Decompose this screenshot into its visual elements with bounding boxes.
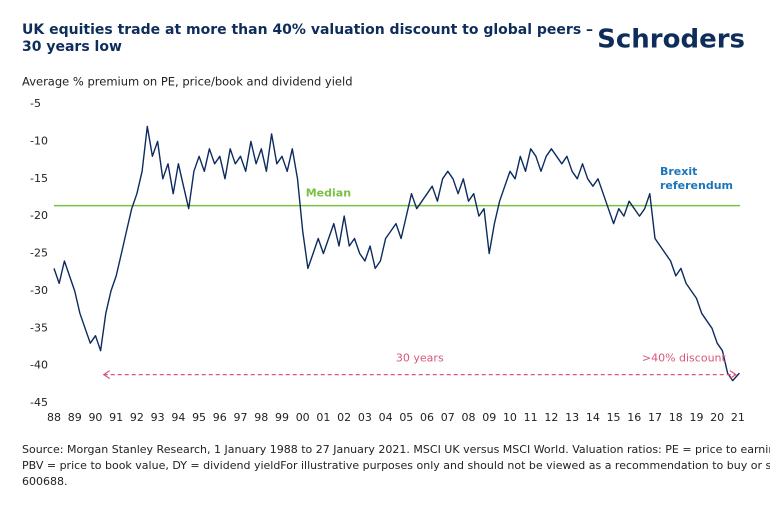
brexit-line: referendum bbox=[660, 179, 733, 192]
arrow-head bbox=[729, 370, 737, 380]
y-axis-label: Average % premium on PE, price/book and … bbox=[22, 75, 353, 89]
x-tick-label: 03 bbox=[358, 411, 372, 424]
x-tick-label: 21 bbox=[731, 411, 745, 424]
title-line: 30 years low bbox=[22, 39, 122, 55]
x-tick-label: 01 bbox=[316, 411, 330, 424]
x-tick-label: 12 bbox=[544, 411, 558, 424]
chart-title: UK equities trade at more than 40% valua… bbox=[22, 22, 593, 55]
x-tick-label: 15 bbox=[607, 411, 621, 424]
x-tick-label: 91 bbox=[109, 411, 123, 424]
x-tick-label: 99 bbox=[275, 411, 289, 424]
x-tick-label: 20 bbox=[710, 411, 724, 424]
x-tick-label: 95 bbox=[192, 411, 206, 424]
x-tick-label: 10 bbox=[503, 411, 517, 424]
x-tick-label: 05 bbox=[399, 411, 413, 424]
y-tick-label: -5 bbox=[30, 97, 41, 110]
x-tick-label: 02 bbox=[337, 411, 351, 424]
median-label: Median bbox=[306, 187, 351, 200]
x-tick-label: 17 bbox=[648, 411, 662, 424]
x-tick-label: 93 bbox=[151, 411, 165, 424]
span-end-label: >40% discount bbox=[642, 352, 727, 365]
source-note: Source: Morgan Stanley Research, 1 Janua… bbox=[22, 443, 770, 456]
x-tick-label: 00 bbox=[296, 411, 310, 424]
y-tick-label: -45 bbox=[30, 396, 48, 409]
x-tick-label: 11 bbox=[524, 411, 538, 424]
x-tick-label: 96 bbox=[213, 411, 227, 424]
x-tick-label: 92 bbox=[130, 411, 144, 424]
y-tick-label: -15 bbox=[30, 172, 48, 185]
brexit-line: Brexit bbox=[660, 165, 697, 178]
x-tick-label: 89 bbox=[68, 411, 82, 424]
y-tick-label: -10 bbox=[30, 134, 48, 147]
x-tick-label: 06 bbox=[420, 411, 434, 424]
x-tick-label: 98 bbox=[254, 411, 268, 424]
x-tick-label: 88 bbox=[47, 411, 61, 424]
x-tick-label: 19 bbox=[689, 411, 703, 424]
x-tick-label: 90 bbox=[88, 411, 102, 424]
arrow-head bbox=[102, 370, 111, 380]
x-tick-label: 13 bbox=[565, 411, 579, 424]
brexit-label: Brexit referendum bbox=[660, 165, 733, 192]
x-tick-label: 09 bbox=[482, 411, 496, 424]
x-tick-label: 14 bbox=[586, 411, 600, 424]
x-tick-label: 04 bbox=[379, 411, 393, 424]
x-tick-label: 08 bbox=[462, 411, 476, 424]
y-tick-label: -30 bbox=[30, 284, 48, 297]
x-tick-label: 18 bbox=[669, 411, 683, 424]
source-note: 600688. bbox=[22, 475, 68, 488]
span-label: 30 years bbox=[396, 352, 444, 365]
title-line: UK equities trade at more than 40% valua… bbox=[22, 22, 593, 38]
y-tick-label: -25 bbox=[30, 247, 48, 260]
y-tick-label: -20 bbox=[30, 209, 48, 222]
x-tick-label: 97 bbox=[234, 411, 248, 424]
x-tick-label: 94 bbox=[171, 411, 185, 424]
data-line bbox=[53, 125, 740, 382]
y-tick-label: -35 bbox=[30, 321, 48, 334]
logo: Schroders bbox=[597, 25, 745, 55]
x-tick-label: 07 bbox=[441, 411, 455, 424]
x-tick-label: 16 bbox=[627, 411, 641, 424]
y-tick-label: -40 bbox=[30, 359, 48, 372]
source-note: PBV = price to book value, DY = dividend… bbox=[22, 459, 770, 472]
